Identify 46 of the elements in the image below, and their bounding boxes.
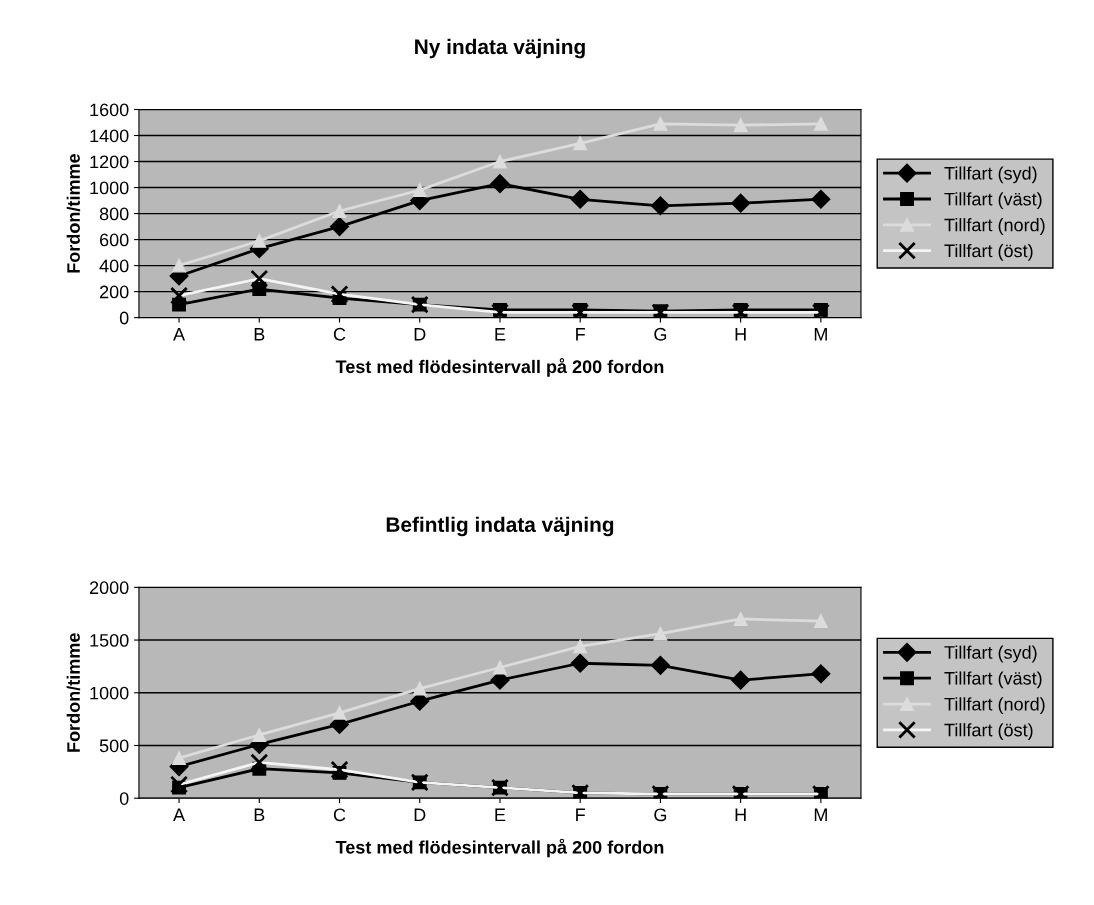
x-tick-label: M — [814, 808, 827, 822]
x-tick-label: E — [495, 808, 506, 822]
x-tick-label: D — [414, 328, 426, 341]
legend-label: Tillfart (syd) — [944, 166, 1037, 184]
legend-label: Tillfart (väst) — [944, 671, 1042, 689]
x-tick-label: G — [654, 808, 667, 822]
y-axis-title: Fordon/timme — [66, 154, 81, 273]
y-axis-title: Fordon/timme — [66, 633, 81, 752]
y-tick-label: 1500 — [90, 634, 129, 647]
x-tick-label: E — [495, 328, 506, 341]
y-tick-label: 600 — [100, 233, 129, 247]
y-tick-label: 1000 — [90, 686, 129, 700]
x-tick-label: G — [654, 327, 667, 341]
x-tick-label: F — [576, 328, 585, 341]
x-axis-title: Test med flödesintervall på 200 fordon — [335, 838, 664, 858]
legend-label: Tillfart (väst) — [944, 192, 1042, 210]
y-tick-label: 500 — [99, 739, 129, 753]
legend-label: Tillfart (nord) — [944, 218, 1045, 235]
legend-label: Tillfart (nord) — [944, 697, 1045, 715]
y-tick-label: 0 — [119, 311, 129, 325]
legend-label: Tillfart (öst) — [944, 723, 1033, 740]
x-tick-label: C — [333, 327, 346, 341]
x-tick-label: C — [333, 808, 346, 822]
x-tick-label: H — [735, 328, 746, 341]
x-tick-label: B — [254, 808, 265, 822]
x-tick-label: M — [814, 328, 827, 341]
x-tick-label: B — [254, 328, 265, 341]
legend-label: Tillfart (öst) — [944, 243, 1033, 261]
legend-label: Tillfart (syd) — [944, 645, 1037, 663]
x-tick-label: A — [173, 328, 186, 341]
y-tick-label: 1200 — [90, 155, 129, 169]
y-tick-label: 1400 — [90, 129, 129, 143]
y-tick-label: 200 — [100, 285, 129, 299]
y-tick-label: 800 — [99, 207, 129, 221]
x-axis-title: Test med flödesintervall på 200 fordon — [335, 358, 664, 377]
x-tick-label: D — [414, 808, 426, 822]
x-tick-label: H — [735, 808, 746, 822]
y-tick-label: 400 — [99, 259, 129, 273]
chart-title: Befintlig indata väjning — [386, 516, 614, 537]
y-tick-label: 1000 — [90, 181, 129, 195]
chart-title: Ny indata väjning — [415, 38, 585, 59]
y-tick-label: 0 — [119, 792, 129, 805]
y-tick-label: 1600 — [90, 103, 129, 117]
x-tick-label: F — [576, 808, 585, 822]
y-tick-label: 2000 — [89, 581, 129, 595]
x-tick-label: A — [173, 808, 186, 822]
